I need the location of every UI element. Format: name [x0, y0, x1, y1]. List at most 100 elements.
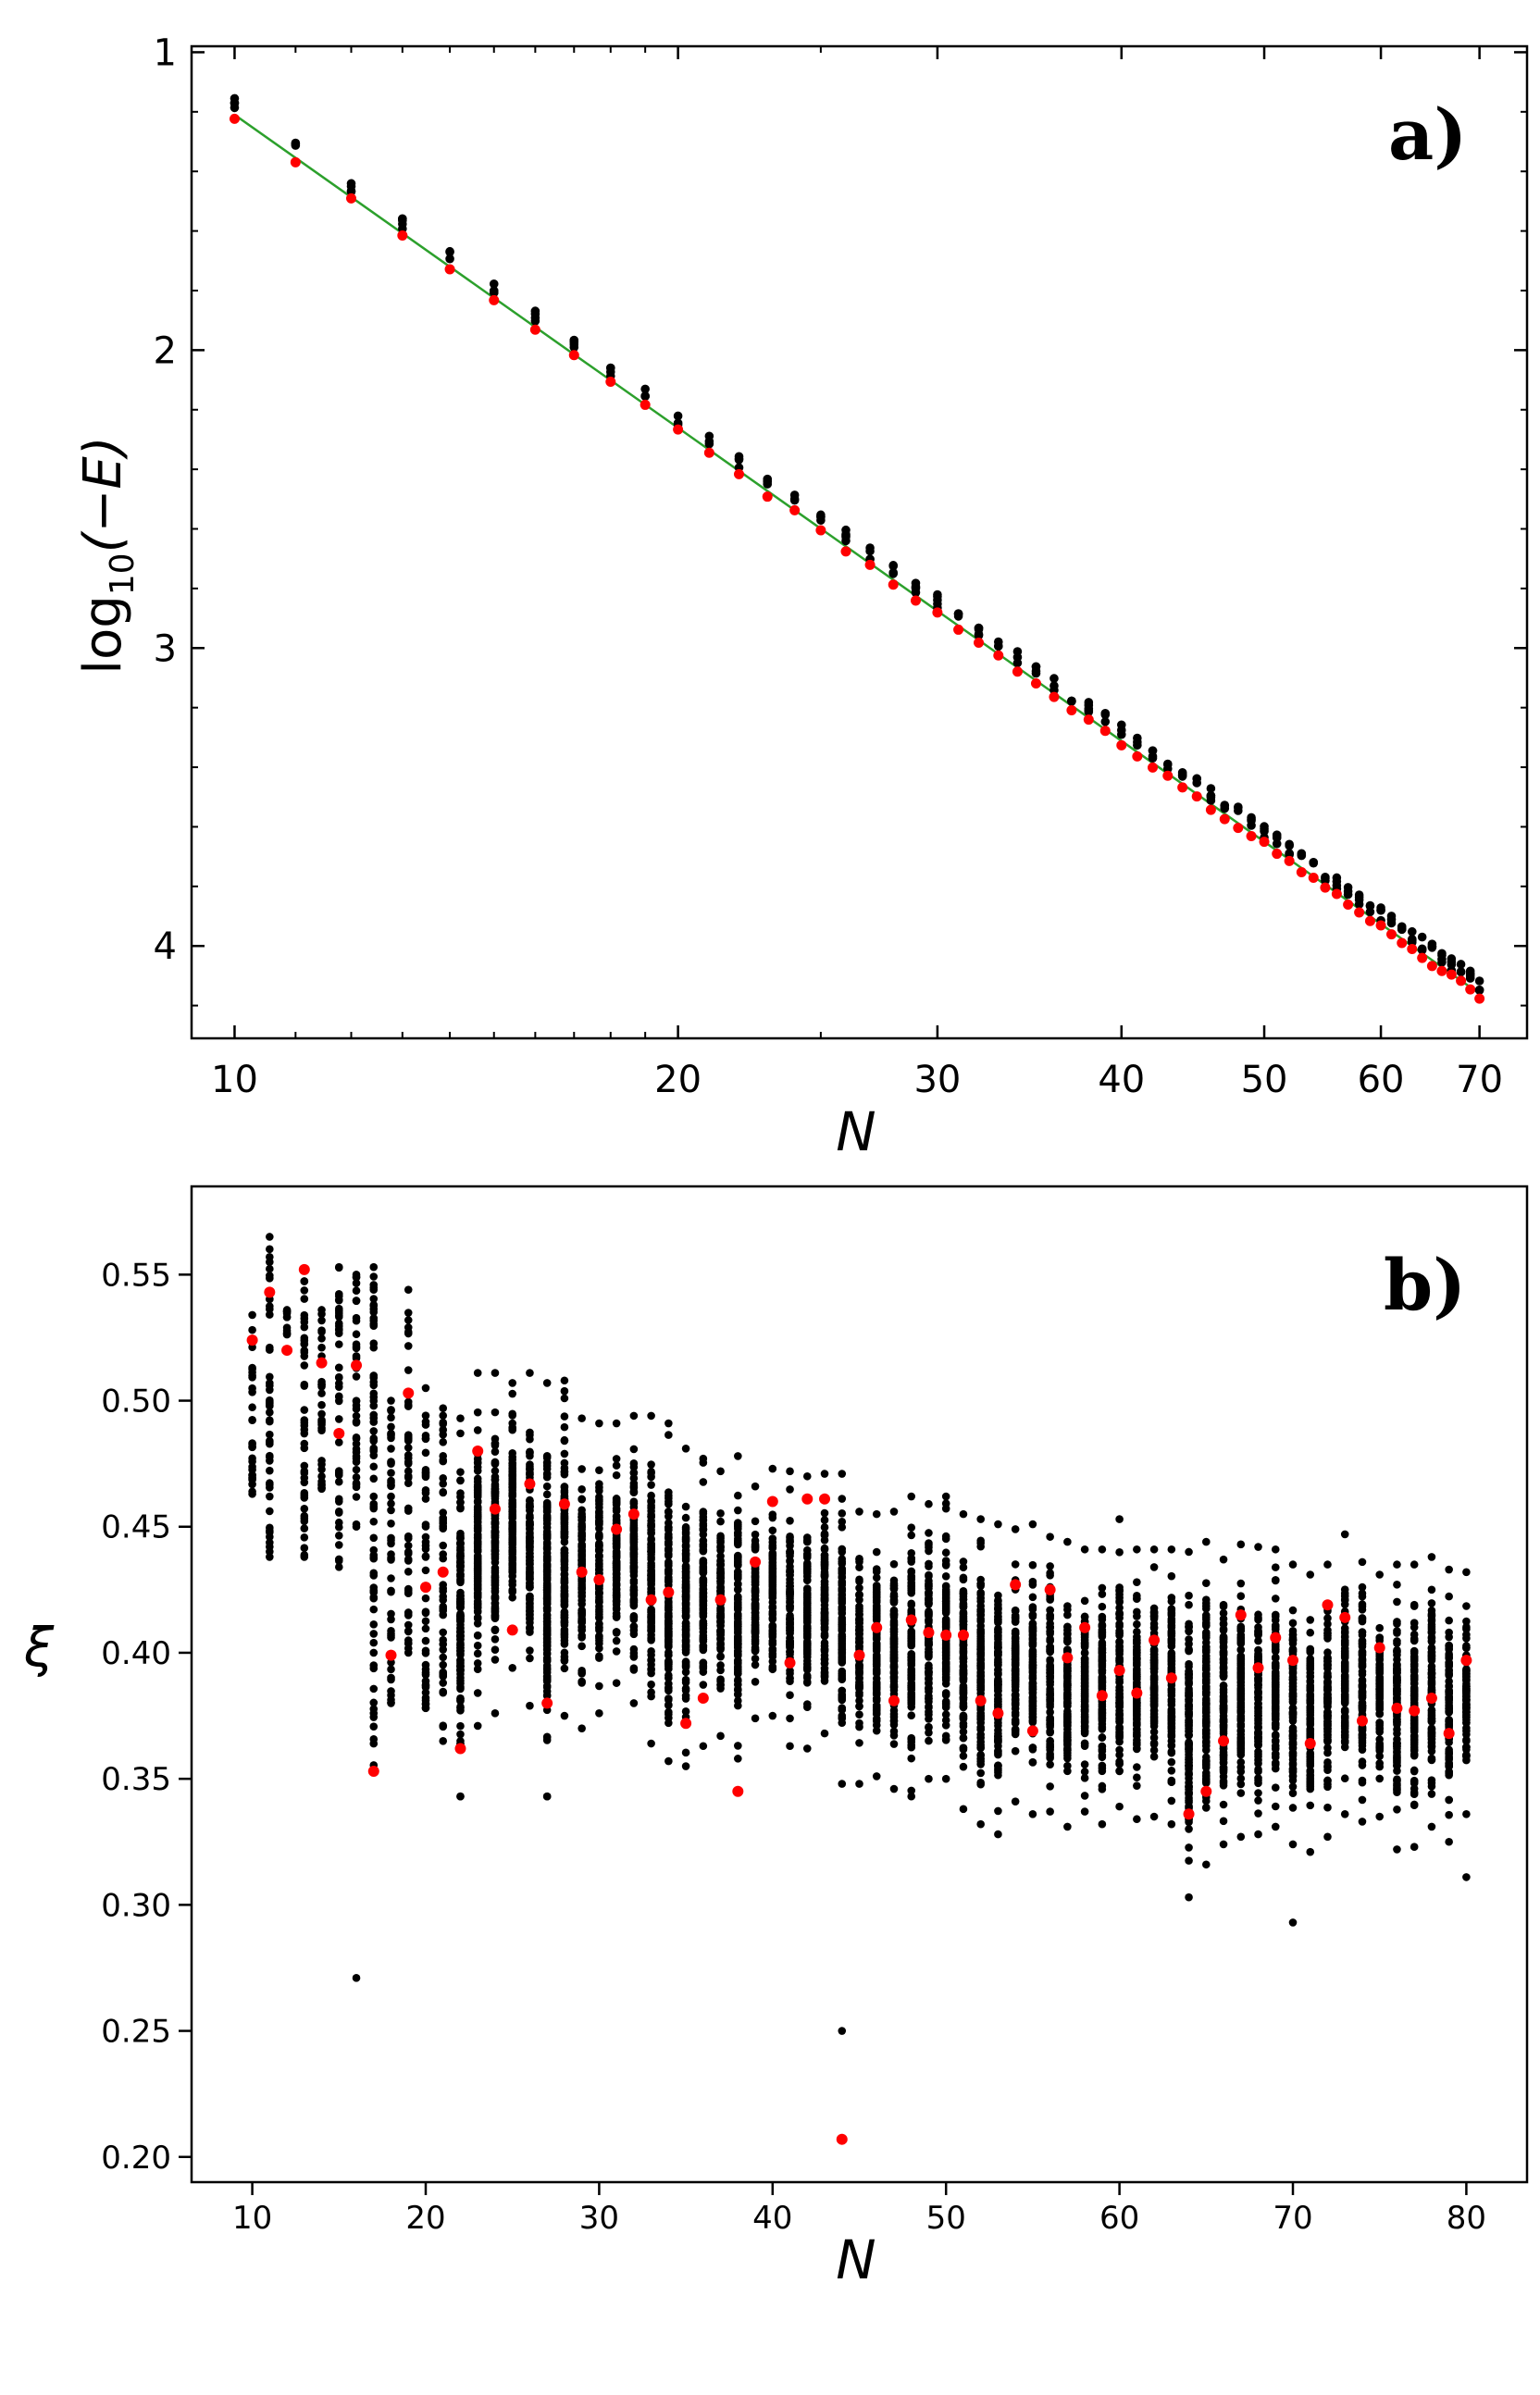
b-black-point: [681, 1643, 690, 1652]
a-black-point: [1084, 698, 1094, 707]
b-black-point: [734, 1585, 742, 1594]
a-red-point: [1191, 791, 1202, 802]
b-black-point: [612, 1576, 621, 1584]
b-black-point: [855, 1710, 863, 1719]
b-black-point: [473, 1614, 482, 1623]
a-black-point: [1376, 905, 1385, 915]
b-black-point: [976, 1606, 985, 1614]
b-black-point: [768, 1644, 777, 1654]
b-black-point: [387, 1396, 395, 1405]
b-black-point: [369, 1285, 379, 1294]
b-black-point: [404, 1366, 413, 1374]
b-black-point: [941, 1597, 950, 1606]
a-black-point: [640, 384, 650, 394]
b-black-point: [248, 1403, 256, 1412]
b-black-point: [889, 1672, 899, 1681]
b-black-point: [976, 1731, 985, 1739]
b-black-point: [855, 1607, 863, 1616]
b-black-point: [629, 1479, 639, 1488]
b-black-point: [925, 1570, 933, 1580]
b-black-point: [786, 1568, 794, 1577]
b-black-point: [369, 1436, 379, 1446]
a-xtick-label: 20: [654, 1059, 702, 1101]
a-black-point: [1247, 814, 1256, 824]
a-black-point: [1456, 960, 1466, 969]
b-black-point: [369, 1427, 379, 1435]
b-black-point: [716, 1552, 725, 1560]
b-black-point: [786, 1691, 794, 1700]
panel-b-chart: 10 20 30 40 50 60 70 800.200.250.300.350.400.45…: [23, 1185, 1529, 2291]
b-black-point: [266, 1245, 274, 1254]
b-black-point: [369, 1620, 379, 1629]
b-black-point: [1011, 1655, 1020, 1664]
b-black-point: [907, 1589, 916, 1597]
b-black-point: [421, 1533, 430, 1542]
b-black-point: [595, 1597, 603, 1607]
b-black-point: [456, 1694, 465, 1704]
a-black-point: [1309, 858, 1319, 868]
b-black-point: [855, 1780, 863, 1788]
a-red-point: [734, 468, 745, 479]
b-black-point: [491, 1369, 500, 1377]
b-black-point: [404, 1627, 413, 1635]
b-black-point: [802, 1562, 812, 1570]
a-black-point: [1386, 918, 1397, 928]
a-red-point: [1331, 888, 1342, 900]
b-black-point: [838, 1518, 847, 1526]
b-black-point: [473, 1689, 482, 1697]
b-black-point: [542, 1675, 552, 1684]
b-black-point: [542, 1454, 552, 1462]
b-black-point: [369, 1301, 379, 1310]
b-black-point: [716, 1652, 725, 1661]
b-black-point: [526, 1701, 534, 1710]
b-black-point: [647, 1472, 655, 1482]
b-black-point: [317, 1306, 326, 1314]
b-black-point: [1063, 1701, 1072, 1710]
b-black-point: [266, 1346, 274, 1354]
b-black-point: [387, 1519, 395, 1528]
b-black-point: [387, 1615, 395, 1624]
b-black-point: [612, 1419, 621, 1428]
b-black-point: [352, 1493, 361, 1501]
b-black-point: [1028, 1809, 1037, 1818]
b-black-point: [734, 1452, 742, 1460]
a-black-point: [953, 612, 963, 621]
b-black-point: [439, 1518, 448, 1527]
b-black-point: [456, 1493, 465, 1501]
a-black-point: [1407, 936, 1417, 946]
b-black-point: [664, 1508, 673, 1517]
b-black-point: [907, 1649, 916, 1658]
b-black-point: [768, 1513, 777, 1522]
b-black-point: [664, 1419, 673, 1428]
a-red-point: [1246, 830, 1257, 841]
b-black-point: [786, 1582, 794, 1591]
b-black-point: [456, 1617, 465, 1625]
b-black-point: [664, 1619, 673, 1628]
b-black-point: [578, 1532, 586, 1541]
b-black-point: [664, 1545, 673, 1553]
b-black-point: [578, 1495, 586, 1504]
b-black-point: [439, 1438, 448, 1446]
b-black-point: [421, 1486, 430, 1495]
b-black-point: [542, 1533, 552, 1542]
b-black-point: [491, 1459, 500, 1469]
a-xtick-label: 70: [1456, 1059, 1503, 1101]
b-black-point: [473, 1518, 482, 1527]
b-black-point: [716, 1517, 725, 1526]
b-black-point: [334, 1477, 343, 1486]
a-red-point: [1397, 937, 1408, 949]
b-black-point: [404, 1435, 413, 1444]
a-red-point: [1132, 751, 1143, 762]
b-black-point: [491, 1472, 500, 1482]
b-black-point: [334, 1372, 343, 1382]
b-black-point: [751, 1677, 760, 1686]
b-black-point: [404, 1479, 413, 1488]
b-black-point: [751, 1623, 760, 1632]
b-black-point: [994, 1830, 1002, 1839]
b-black-point: [526, 1628, 534, 1636]
b-black-point: [716, 1587, 725, 1595]
b-black-point: [387, 1445, 395, 1453]
a-black-point: [1247, 821, 1256, 830]
b-black-point: [248, 1416, 256, 1425]
b-black-point: [387, 1458, 395, 1466]
